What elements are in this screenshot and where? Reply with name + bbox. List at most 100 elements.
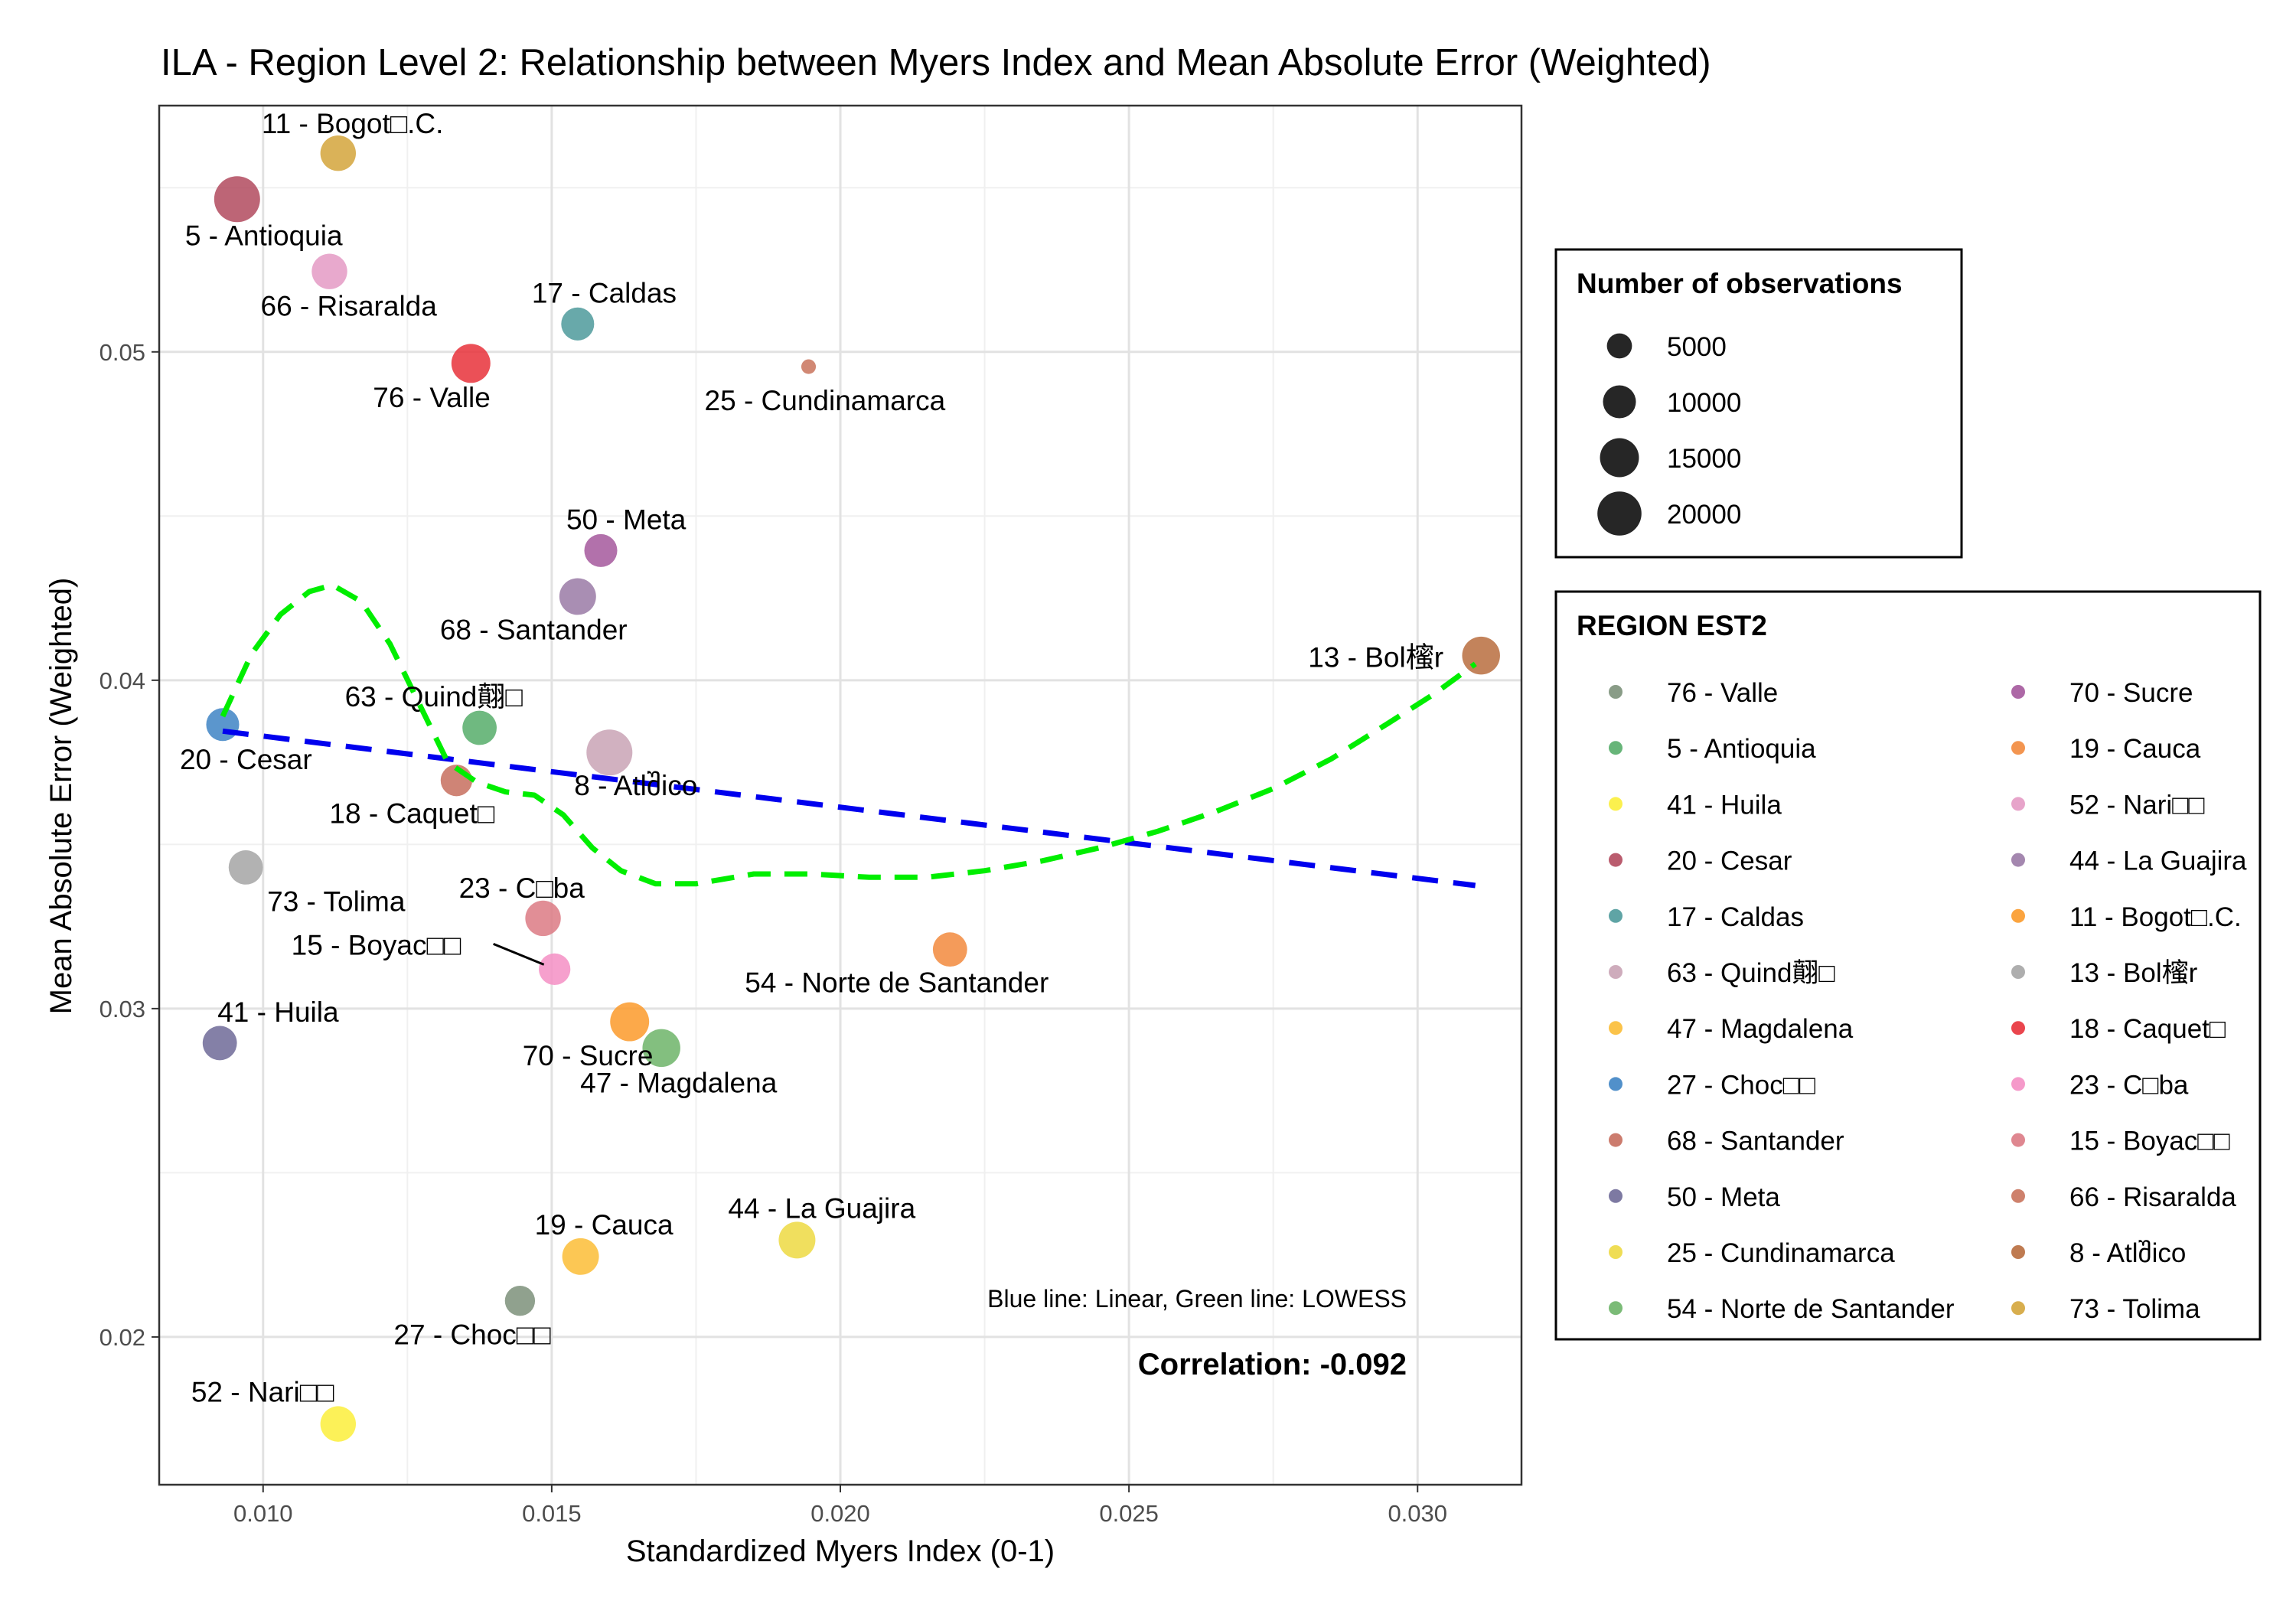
data-point bbox=[642, 1029, 680, 1068]
point-label: 73 - Tolima bbox=[267, 885, 406, 917]
color-legend-key bbox=[1609, 1077, 1623, 1091]
color-legend-key bbox=[2011, 1021, 2025, 1035]
lines-note: Blue line: Linear, Green line: LOWESS bbox=[987, 1285, 1407, 1313]
point-label: 54 - Norte de Santander bbox=[745, 967, 1049, 999]
color-legend-key bbox=[1609, 741, 1623, 755]
size-legend-label: 10000 bbox=[1667, 388, 1741, 418]
point-label: 19 - Cauca bbox=[535, 1209, 673, 1241]
color-legend-key bbox=[1609, 1133, 1623, 1147]
size-legend: Number of observations 5000 10000 15000 200… bbox=[1554, 248, 1963, 559]
size-legend-key bbox=[1597, 491, 1642, 536]
color-legend-key bbox=[2011, 1301, 2025, 1316]
data-point bbox=[586, 729, 633, 776]
data-point bbox=[320, 1406, 357, 1442]
data-point bbox=[462, 710, 497, 745]
color-legend-box bbox=[1554, 590, 2262, 1341]
point-label: 50 - Meta bbox=[566, 504, 687, 535]
color-legend-label: 68 - Santander bbox=[1667, 1127, 1844, 1156]
color-legend-label: 11 - Bogot□.C. bbox=[2069, 902, 2242, 932]
x-tick-label: 0.030 bbox=[1388, 1500, 1447, 1527]
plot-area: 0.010 0.015 0.020 0.025 0.030 0.02 0.03 0.04 0.0… bbox=[99, 104, 1523, 1527]
point-label: 25 - Cundinamarca bbox=[705, 385, 946, 416]
data-point bbox=[559, 578, 596, 615]
color-legend-key bbox=[1609, 1189, 1623, 1203]
data-point bbox=[610, 1002, 650, 1042]
point-label: 17 - Caldas bbox=[532, 277, 677, 308]
color-legend-key bbox=[1609, 853, 1623, 867]
color-legend-label: 54 - Norte de Santander bbox=[1667, 1294, 1955, 1324]
point-label: 11 - Bogot□.C. bbox=[262, 108, 444, 139]
point-label: 23 - C□ba bbox=[459, 872, 585, 904]
point-label: 52 - Nari□□ bbox=[191, 1377, 334, 1408]
color-legend-key bbox=[2011, 685, 2025, 699]
color-legend-key bbox=[1609, 1245, 1623, 1259]
color-legend-key bbox=[2011, 1077, 2025, 1091]
data-point bbox=[311, 253, 347, 289]
color-legend-label: 52 - Nari□□ bbox=[2069, 790, 2205, 820]
data-point bbox=[504, 1286, 536, 1316]
size-legend-key bbox=[1606, 333, 1632, 359]
label-leader-line bbox=[493, 943, 545, 966]
point-label: 15 - Boyac□□ bbox=[292, 929, 461, 960]
point-label: 41 - Huila bbox=[217, 996, 339, 1028]
color-legend-label: 17 - Caldas bbox=[1667, 902, 1804, 932]
x-tick-label: 0.025 bbox=[1099, 1500, 1159, 1527]
size-legend-title: Number of observations bbox=[1577, 268, 1903, 299]
data-point bbox=[320, 135, 357, 171]
data-point bbox=[562, 1238, 599, 1275]
data-point bbox=[539, 953, 571, 986]
color-legend-key bbox=[2011, 1189, 2025, 1203]
point-label: 18 - Caquet□ bbox=[329, 798, 494, 830]
point-label: 66 - Risaralda bbox=[261, 291, 438, 322]
data-point bbox=[561, 307, 595, 341]
point-label: 8 - Atlშico bbox=[574, 770, 697, 801]
data-point bbox=[932, 932, 967, 967]
color-legend-label: 5 - Antioquia bbox=[1667, 734, 1816, 764]
color-legend-label: 23 - C□ba bbox=[2069, 1070, 2189, 1100]
color-legend: REGION EST2 76 - Valle 5 - Antioquia 41 -… bbox=[1554, 590, 2262, 1341]
x-tick-label: 0.015 bbox=[522, 1500, 582, 1527]
y-tick-label: 0.02 bbox=[99, 1324, 145, 1351]
color-legend-label: 63 - Quind翸□ bbox=[1667, 958, 1835, 988]
y-tick-label: 0.04 bbox=[99, 667, 145, 694]
color-legend-label: 50 - Meta bbox=[1667, 1182, 1780, 1212]
y-tick-label: 0.05 bbox=[99, 339, 145, 366]
size-legend-key bbox=[1600, 438, 1639, 478]
color-legend-key bbox=[2011, 1133, 2025, 1147]
color-legend-label: 18 - Caquet□ bbox=[2069, 1014, 2226, 1044]
point-label: 70 - Sucre bbox=[523, 1040, 654, 1071]
point-label: 27 - Choc□□ bbox=[393, 1319, 551, 1351]
color-legend-label: 15 - Boyac□□ bbox=[2069, 1127, 2230, 1156]
color-legend-label: 27 - Choc□□ bbox=[1667, 1070, 1815, 1100]
linear-fit-line bbox=[222, 728, 1476, 889]
color-legend-key bbox=[2011, 797, 2025, 811]
color-legend-label: 66 - Risaralda bbox=[2069, 1182, 2236, 1212]
color-legend-label: 13 - Bol櫁r bbox=[2069, 958, 2198, 988]
color-legend-label: 76 - Valle bbox=[1667, 678, 1778, 708]
point-label: 63 - Quind翸□ bbox=[345, 681, 523, 713]
size-legend-label: 15000 bbox=[1667, 444, 1741, 474]
color-legend-label: 47 - Magdalena bbox=[1667, 1014, 1854, 1044]
size-legend-label: 20000 bbox=[1667, 500, 1741, 530]
color-legend-label: 20 - Cesar bbox=[1667, 846, 1792, 876]
lowess-fit-line bbox=[220, 582, 1477, 887]
color-legend-key bbox=[2011, 1245, 2025, 1259]
x-tick-label: 0.020 bbox=[810, 1500, 870, 1527]
x-tick-label: 0.010 bbox=[233, 1500, 293, 1527]
point-label: 68 - Santander bbox=[440, 614, 628, 645]
point-label: 47 - Magdalena bbox=[580, 1067, 778, 1098]
color-legend-key bbox=[2011, 853, 2025, 867]
data-point bbox=[1462, 636, 1500, 675]
size-legend-key bbox=[1603, 385, 1636, 419]
color-legend-label: 19 - Cauca bbox=[2069, 734, 2201, 764]
point-label: 76 - Valle bbox=[373, 382, 491, 413]
point-label: 20 - Cesar bbox=[180, 744, 312, 775]
chart-title: ILA - Region Level 2: Relationship betwe… bbox=[161, 42, 1711, 83]
color-legend-label: 44 - La Guajira bbox=[2069, 846, 2247, 876]
y-axis-label: Mean Absolute Error (Weighted) bbox=[44, 578, 78, 1015]
color-legend-label: 8 - Atlშico bbox=[2069, 1238, 2186, 1268]
data-point bbox=[451, 344, 491, 383]
correlation-annotation: Correlation: -0.092 bbox=[1138, 1348, 1407, 1381]
